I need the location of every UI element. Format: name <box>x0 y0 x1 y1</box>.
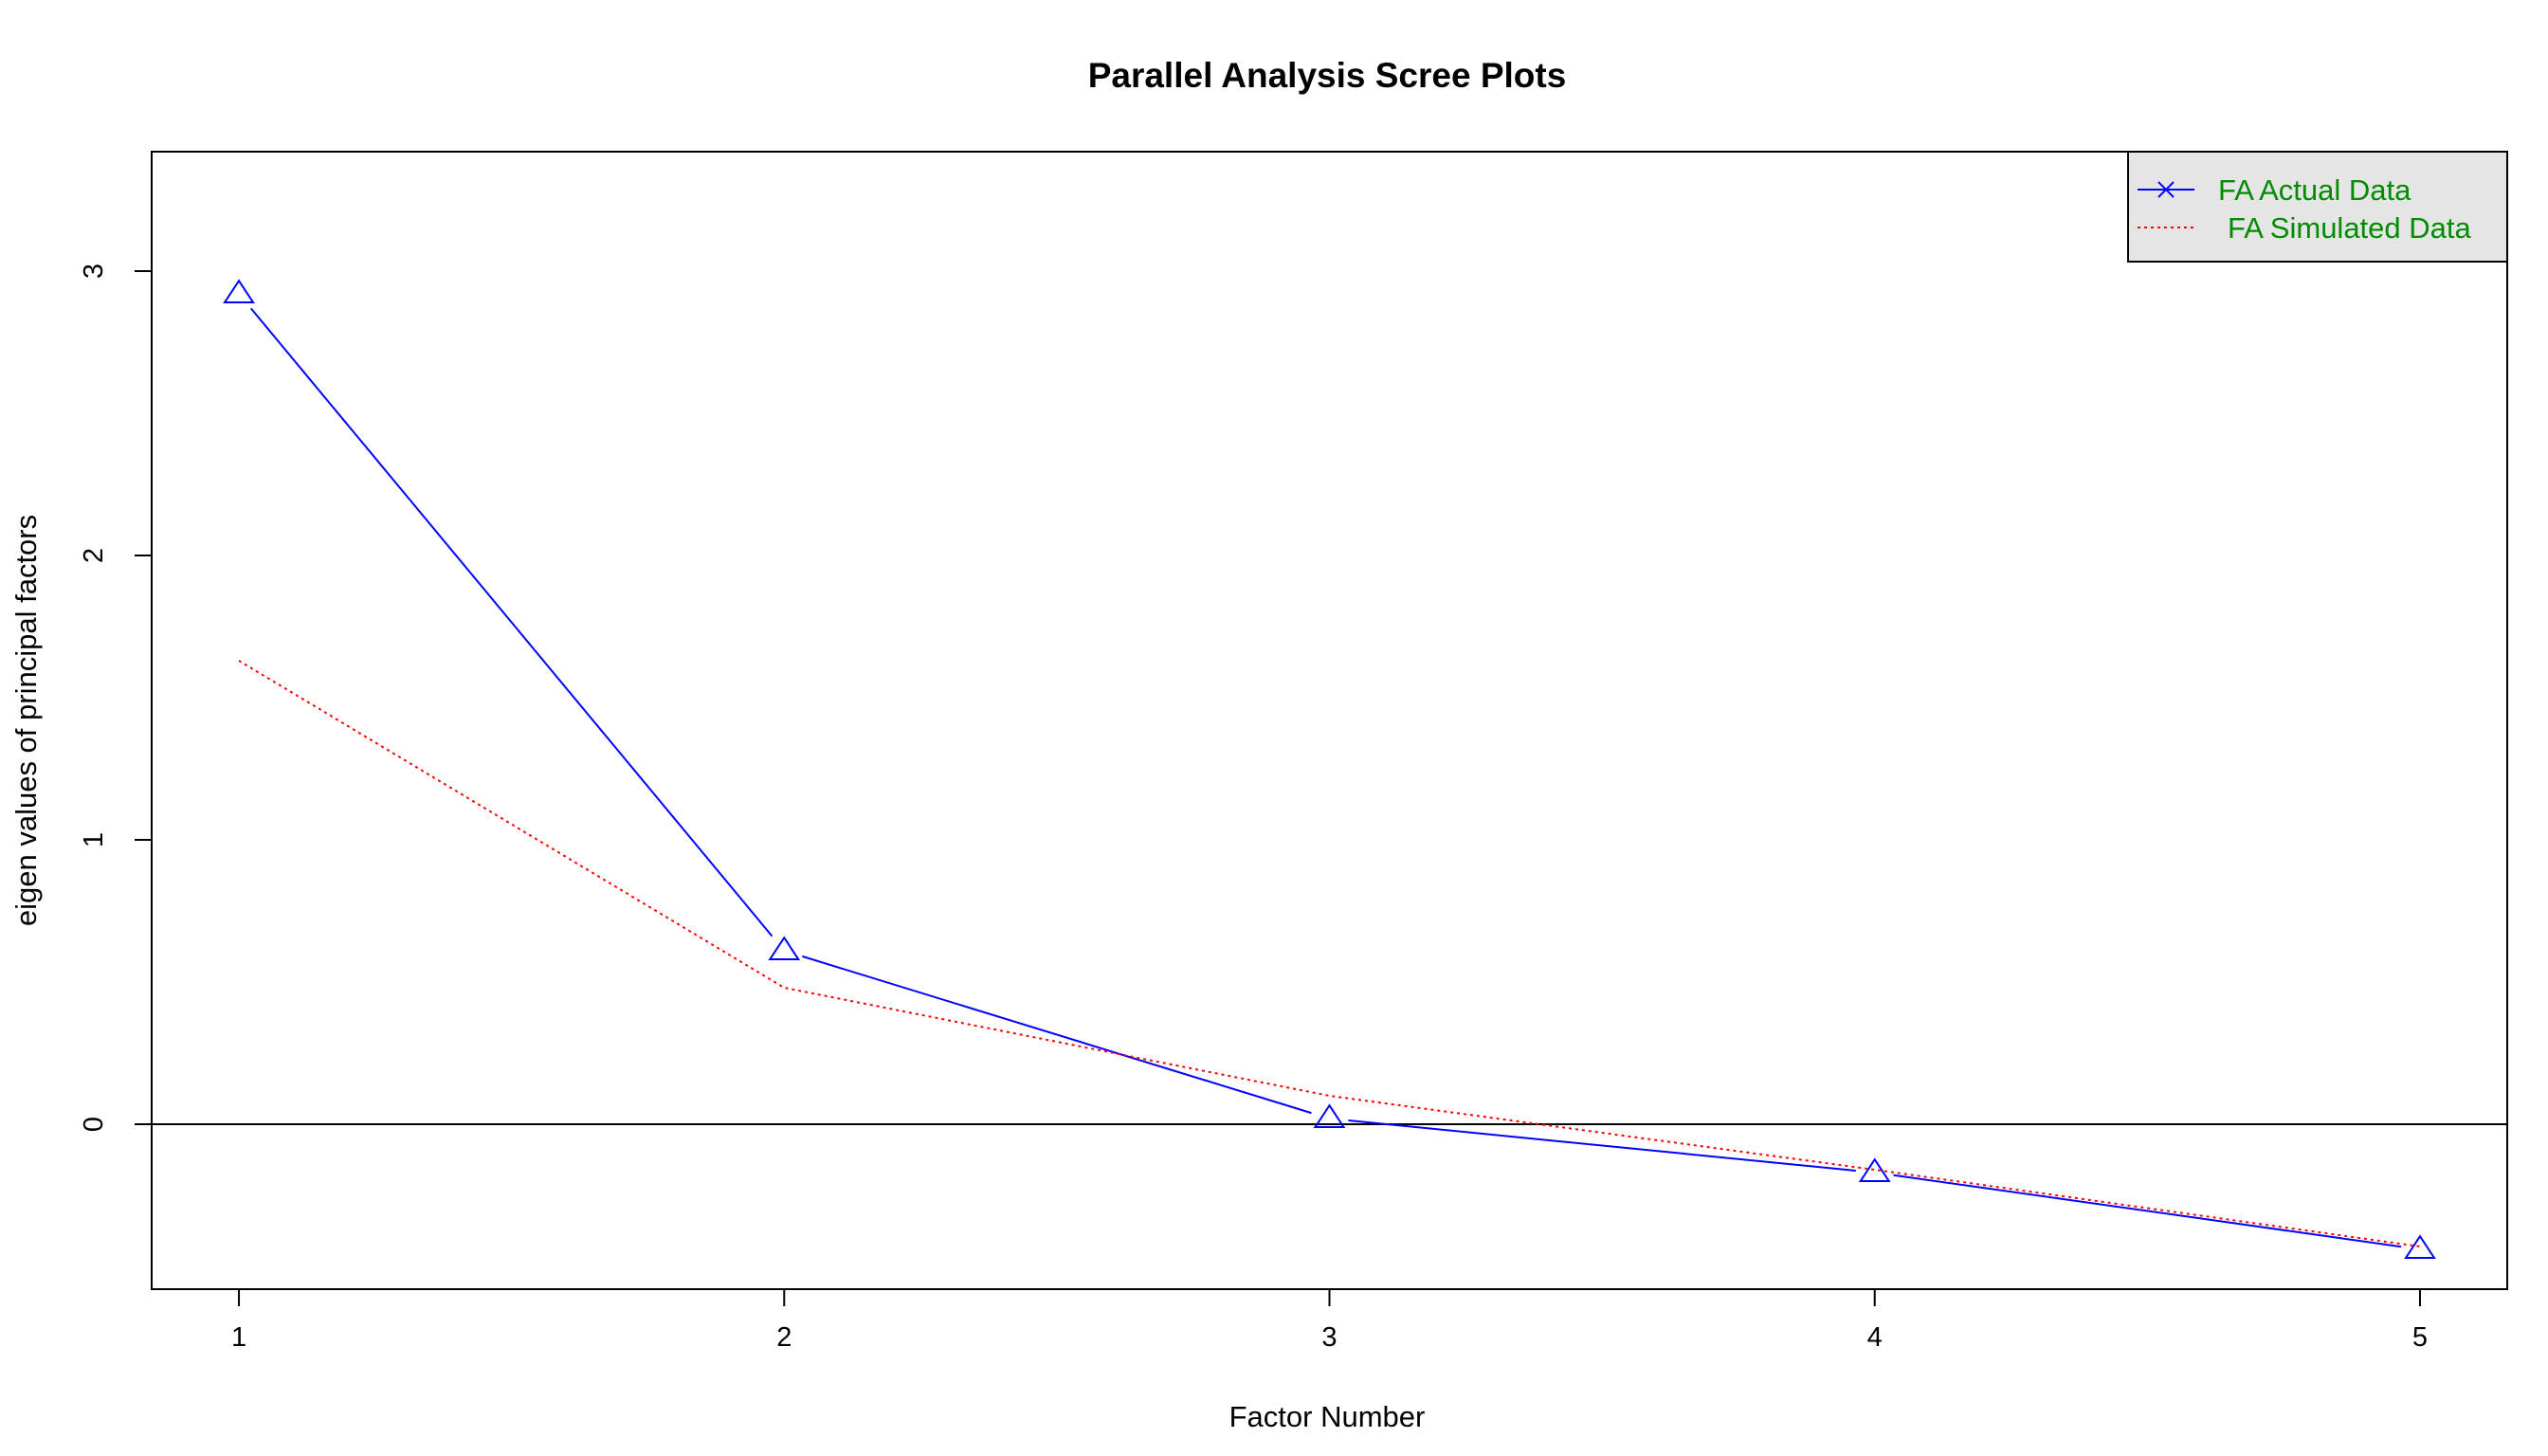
actual-data-point <box>1313 1103 1346 1128</box>
y-axis-label: eigen values of principal factors <box>9 515 43 926</box>
x-tick-label: 4 <box>1867 1322 1883 1353</box>
y-tick-label: 1 <box>79 832 109 847</box>
legend: FA Actual Data FA Simulated Data <box>2127 151 2508 263</box>
actual-data-line-segment <box>1348 1119 1856 1173</box>
actual-data-line-segment <box>250 307 774 937</box>
actual-data-point <box>2404 1234 2436 1259</box>
x-tick-label: 3 <box>1321 1322 1337 1353</box>
actual-data-line-segment <box>802 955 1312 1115</box>
simulated-data-line <box>238 660 2421 1247</box>
legend-actual-data-marker <box>2157 181 2175 198</box>
actual-data-line-segment <box>1893 1174 2402 1248</box>
plot-area: 1 2 3 4 5 0 1 2 3 <box>79 151 2508 1353</box>
x-axis-label: Factor Number <box>1229 1400 1426 1433</box>
chart-title: Parallel Analysis Scree Plots <box>1088 56 1567 95</box>
actual-data-point <box>1858 1157 1891 1182</box>
plot-frame <box>151 151 2508 1290</box>
y-tick-label: 3 <box>79 264 109 279</box>
y-tick-label: 0 <box>79 1117 109 1132</box>
x-tick-label: 5 <box>2412 1322 2428 1353</box>
legend-actual-data-label: FA Actual Data <box>2218 173 2412 207</box>
actual-data-point <box>768 936 801 960</box>
x-tick-label: 1 <box>231 1322 246 1353</box>
legend-box <box>2127 151 2508 263</box>
x-tick-label: 2 <box>776 1322 792 1353</box>
actual-data-point <box>223 279 255 303</box>
y-tick-label: 2 <box>79 548 109 563</box>
legend-simulated-data-label: FA Simulated Data <box>2228 211 2472 245</box>
